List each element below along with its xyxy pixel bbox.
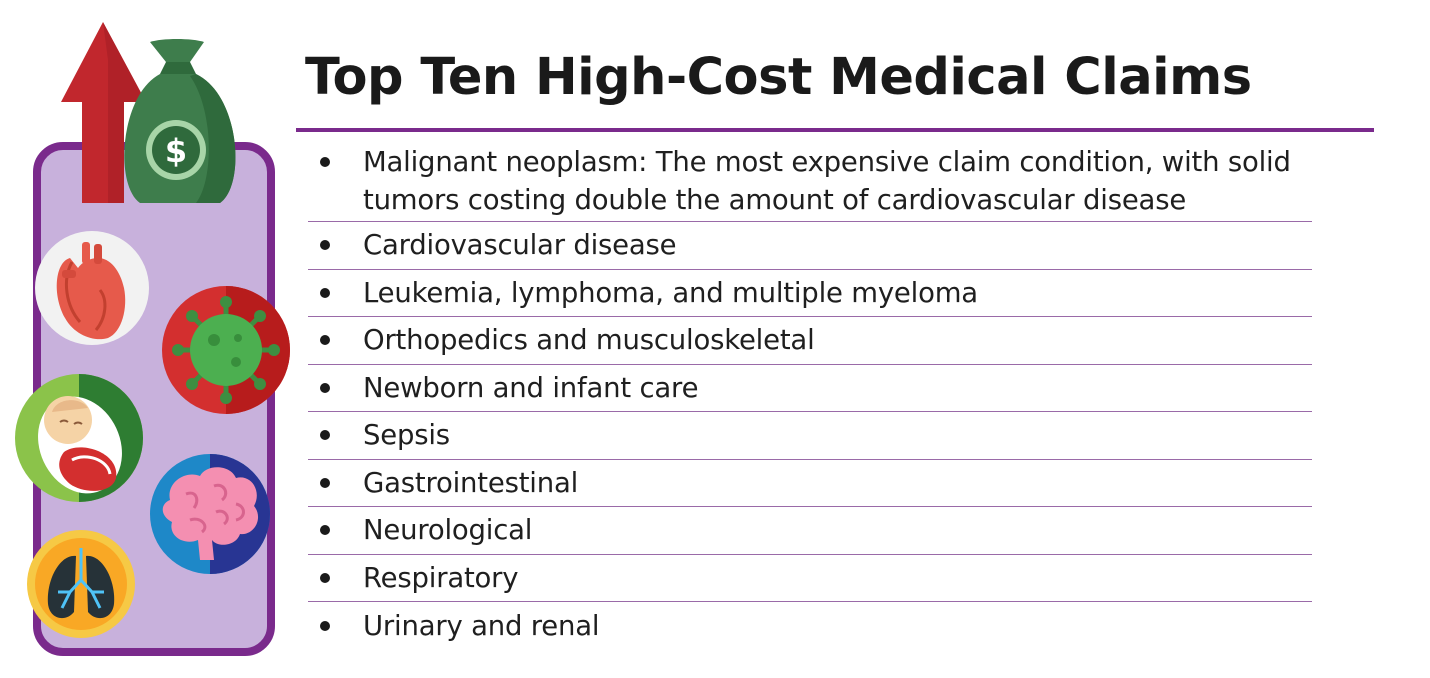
claim-item: Cardiovascular disease <box>308 222 1312 270</box>
bullet-icon <box>320 335 330 346</box>
claims-list: Malignant neoplasm: The most expensive c… <box>308 140 1312 650</box>
heart-icon <box>35 231 149 345</box>
claim-item: Sepsis <box>308 412 1312 460</box>
bullet-icon <box>320 430 330 441</box>
claim-item: Orthopedics and musculoskeletal <box>308 317 1312 365</box>
claim-item: Newborn and infant care <box>308 365 1312 412</box>
lungs-icon <box>27 530 135 638</box>
claim-text: Newborn and infant care <box>363 371 699 404</box>
bullet-icon <box>320 477 330 488</box>
claim-item: Neurological <box>308 507 1312 555</box>
claim-item: Urinary and renal <box>308 602 1312 650</box>
baby-icon <box>15 374 143 502</box>
page-title: Top Ten High-Cost Medical Claims <box>305 48 1252 107</box>
claim-text: Malignant neoplasm: The most expensive c… <box>363 145 1291 216</box>
claim-text: Orthopedics and musculoskeletal <box>363 324 815 357</box>
bullet-icon <box>320 157 330 167</box>
bullet-icon <box>320 620 330 631</box>
claim-item: Gastrointestinal <box>308 460 1312 507</box>
claim-text: Gastrointestinal <box>363 466 579 499</box>
claim-text: Neurological <box>363 514 533 547</box>
bullet-icon <box>320 240 330 251</box>
bullet-icon <box>320 572 330 583</box>
bullet-icon <box>320 525 330 536</box>
virus-icon <box>162 286 290 414</box>
claim-text: Urinary and renal <box>363 609 600 642</box>
bullet-icon <box>320 382 330 393</box>
claim-text: Cardiovascular disease <box>363 229 677 262</box>
bullet-icon <box>320 287 330 298</box>
claims-illustration: $ <box>0 0 300 678</box>
brain-icon <box>150 454 270 574</box>
title-divider <box>296 128 1374 132</box>
claim-item: Respiratory <box>308 555 1312 602</box>
claim-text: Sepsis <box>363 419 450 452</box>
money-bag-dollar-symbol: $ <box>165 132 187 170</box>
claim-item: Malignant neoplasm: The most expensive c… <box>308 140 1312 222</box>
claim-item: Leukemia, lymphoma, and multiple myeloma <box>308 270 1312 317</box>
claim-text: Leukemia, lymphoma, and multiple myeloma <box>363 276 978 309</box>
upward-arrow-icon <box>61 22 146 203</box>
money-bag-icon: $ <box>124 39 236 203</box>
claim-text: Respiratory <box>363 561 519 594</box>
